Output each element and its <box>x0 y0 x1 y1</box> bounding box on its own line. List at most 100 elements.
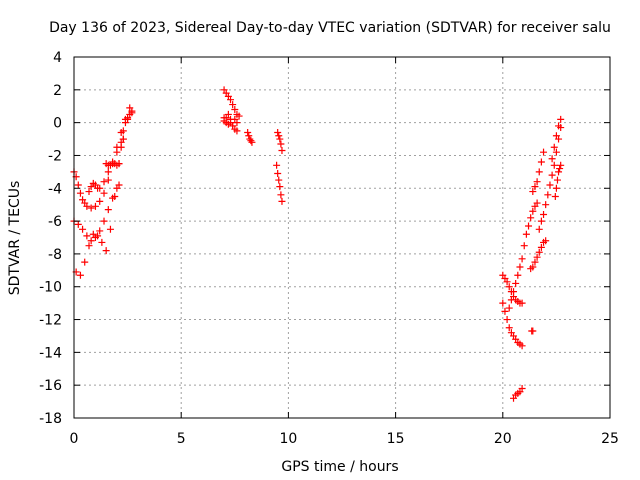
data-point <box>537 243 545 251</box>
data-point <box>96 197 104 205</box>
x-tick-label: 0 <box>70 431 79 447</box>
data-point <box>76 189 84 197</box>
data-point <box>556 165 564 173</box>
data-point <box>100 178 108 186</box>
data-point <box>531 183 539 191</box>
series-arc-r <box>529 148 548 196</box>
data-point <box>227 96 235 104</box>
data-point <box>87 237 95 245</box>
data-point <box>74 181 82 189</box>
axis-ticks <box>73 56 611 419</box>
data-point <box>278 147 286 155</box>
data-point <box>531 258 539 266</box>
data-point <box>111 192 119 200</box>
y-tick-label: -2 <box>48 148 62 164</box>
data-point <box>544 191 552 199</box>
series-arc-q <box>535 124 565 233</box>
data-point <box>535 168 543 176</box>
data-point <box>128 109 136 117</box>
data-point <box>85 188 93 196</box>
x-tick-label: 15 <box>387 431 405 447</box>
y-tick-label: -12 <box>39 313 62 329</box>
data-point <box>100 189 108 197</box>
data-point <box>505 283 513 291</box>
data-point <box>102 247 110 255</box>
data-point <box>79 225 87 233</box>
x-tick-labels: 0 5 10 15 20 25 <box>70 431 619 447</box>
data-point <box>542 237 550 245</box>
data-point <box>537 158 545 166</box>
data-point <box>119 127 127 135</box>
data-point <box>552 132 560 140</box>
data-point <box>525 222 533 230</box>
data-point <box>229 101 237 109</box>
data-point <box>555 122 563 130</box>
data-point <box>529 327 537 335</box>
data-point <box>245 132 253 140</box>
data-point <box>277 140 285 148</box>
data-point <box>277 191 285 199</box>
y-tick-label: -10 <box>39 280 62 296</box>
data-point <box>104 168 112 176</box>
series-arc-i <box>244 128 256 146</box>
data-point <box>520 242 528 250</box>
data-point <box>98 238 106 246</box>
data-point <box>113 148 121 156</box>
data-point <box>96 227 104 235</box>
series-arc-n <box>505 199 541 312</box>
series-arc-s <box>548 115 565 163</box>
data-point <box>85 242 93 250</box>
data-point <box>529 188 537 196</box>
data-point <box>516 263 524 271</box>
data-point <box>548 155 556 163</box>
y-axis-label: SDTVAR / TECUs <box>7 181 23 296</box>
series-arc-e <box>102 109 136 169</box>
data-point <box>273 161 281 169</box>
data-point <box>229 122 237 130</box>
data-point <box>247 137 255 145</box>
data-point <box>552 184 560 192</box>
data-point <box>533 199 541 207</box>
x-tick-label: 25 <box>601 431 619 447</box>
data-point <box>510 288 518 296</box>
data-point <box>106 225 114 233</box>
x-tick-label: 5 <box>177 431 186 447</box>
data-point <box>529 207 537 215</box>
data-point <box>115 160 123 168</box>
data-point <box>542 201 550 209</box>
series-arc-l <box>499 299 526 350</box>
x-tick-label: 10 <box>279 431 297 447</box>
data-point <box>119 135 127 143</box>
data-point <box>235 112 243 120</box>
data-point <box>512 279 520 287</box>
data-point <box>550 161 558 169</box>
data-point <box>276 183 284 191</box>
x-axis-label: GPS time / hours <box>281 459 398 475</box>
data-point <box>94 232 102 240</box>
data-point <box>121 119 129 127</box>
y-tick-label: -8 <box>48 247 62 263</box>
data-point <box>275 176 283 184</box>
plot-frame <box>73 56 611 419</box>
data-point <box>83 202 91 210</box>
data-point <box>505 304 513 312</box>
data-point <box>518 299 526 307</box>
data-point <box>527 214 535 222</box>
data-point <box>550 143 558 151</box>
y-tick-label: -6 <box>48 214 62 230</box>
data-point <box>96 184 104 192</box>
series-arc-k <box>273 161 286 205</box>
data-point <box>514 271 522 279</box>
data-point <box>503 316 511 324</box>
data-point <box>91 202 99 210</box>
grid <box>74 57 610 418</box>
series-arc-t <box>551 161 565 200</box>
data-point <box>533 178 541 186</box>
data-point <box>81 258 89 266</box>
y-tick-label: -4 <box>48 181 62 197</box>
series-arc-p <box>527 237 550 273</box>
data-point <box>76 271 84 279</box>
data-point <box>117 143 125 151</box>
